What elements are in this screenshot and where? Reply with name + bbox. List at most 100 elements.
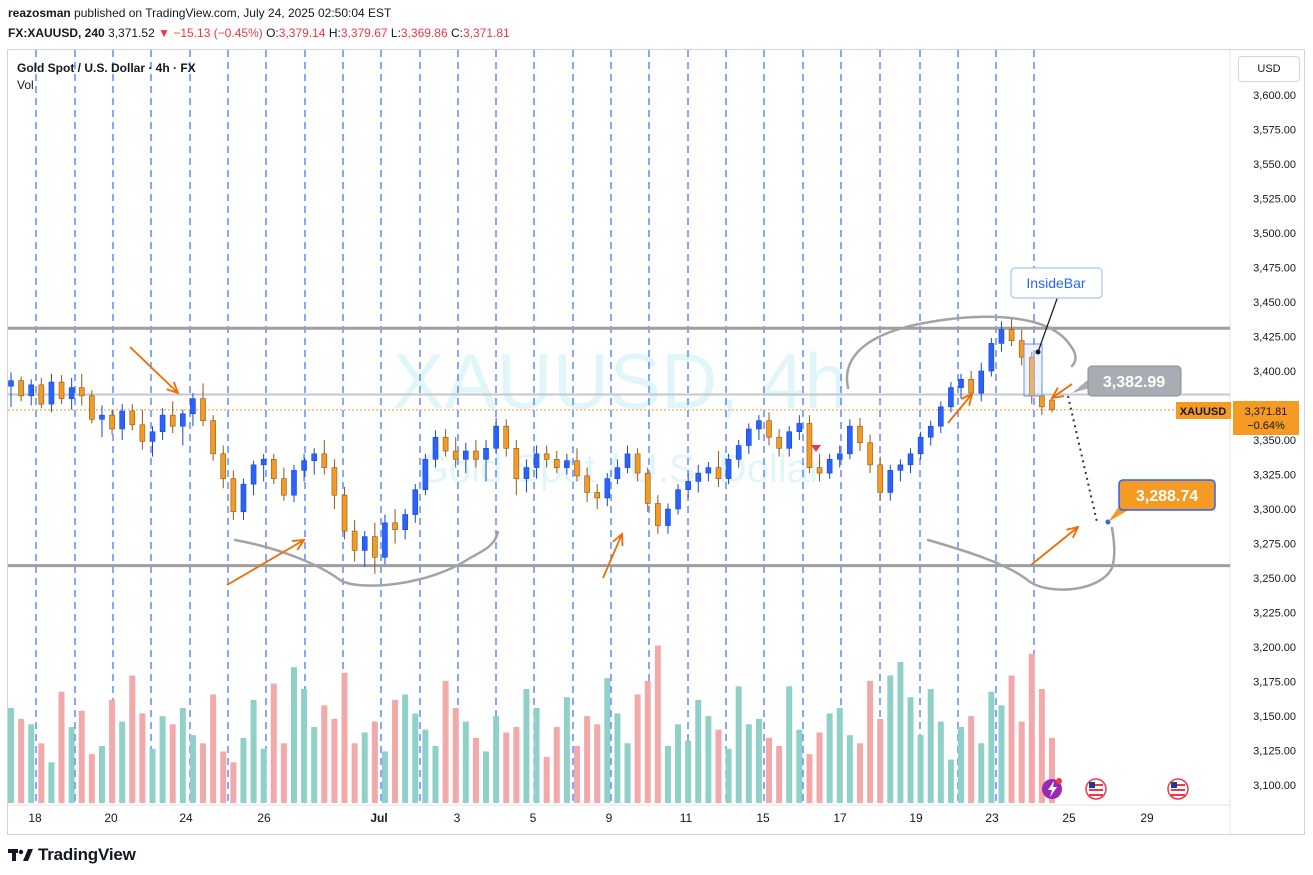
candle-body bbox=[311, 453, 318, 461]
price-tick-label: 3,150.00 bbox=[1253, 711, 1296, 723]
volume-bar bbox=[614, 713, 621, 803]
volume-bar bbox=[705, 716, 712, 803]
price-tick-label: 3,450.00 bbox=[1253, 297, 1296, 309]
candle-body bbox=[503, 425, 510, 449]
candle-body bbox=[735, 445, 742, 460]
legend-volume[interactable]: Vol bbox=[17, 78, 34, 92]
symbol-axis-label: XAUUSD bbox=[1180, 406, 1227, 418]
candle-body bbox=[988, 343, 995, 372]
volume-bar bbox=[452, 708, 459, 803]
volume-bar bbox=[48, 762, 55, 803]
candle-body bbox=[796, 423, 803, 433]
volume-bar bbox=[533, 708, 540, 803]
last-price-axis-tag bbox=[1233, 401, 1299, 435]
volume-bar bbox=[856, 743, 863, 803]
volume-bar bbox=[968, 716, 975, 803]
trend-arrow bbox=[602, 532, 624, 579]
volume-bar bbox=[654, 645, 661, 803]
volume-bar bbox=[958, 727, 965, 803]
volume-bar bbox=[381, 751, 388, 803]
candle-body bbox=[564, 460, 570, 468]
author-name[interactable]: reazosman bbox=[8, 6, 71, 20]
price-tick-label: 3,525.00 bbox=[1253, 194, 1296, 206]
price-tick-label: 3,475.00 bbox=[1253, 263, 1296, 275]
volume-bar bbox=[573, 746, 580, 803]
volume-bar bbox=[402, 694, 409, 803]
flag-canton-icon bbox=[1089, 782, 1095, 788]
candle-body bbox=[483, 447, 489, 460]
candle-body bbox=[38, 384, 45, 405]
candle-body bbox=[1018, 340, 1025, 358]
lightning-glyph-icon bbox=[1048, 781, 1057, 797]
candle-body bbox=[634, 453, 641, 474]
time-tick-label: 24 bbox=[179, 811, 193, 825]
volume-bar bbox=[129, 675, 136, 803]
flag-stripe-icon bbox=[1089, 789, 1103, 791]
candle-body bbox=[695, 472, 702, 482]
candle-body bbox=[402, 514, 408, 531]
volume-bar bbox=[230, 762, 237, 803]
volume-bar bbox=[604, 678, 611, 803]
candle-body bbox=[351, 530, 358, 551]
volume-bar bbox=[432, 746, 439, 803]
candle-body bbox=[109, 414, 115, 430]
volume-bar bbox=[1038, 689, 1045, 803]
candle-body bbox=[1008, 329, 1015, 341]
hand-drawn-curve-bottom-right bbox=[926, 526, 1116, 591]
volume-bar bbox=[1008, 675, 1015, 803]
price-tick-label: 3,500.00 bbox=[1253, 228, 1296, 240]
volume-bar bbox=[685, 740, 692, 803]
volume-bar bbox=[290, 667, 297, 803]
chart-frame bbox=[7, 49, 1305, 835]
price-tick-label: 3,175.00 bbox=[1253, 677, 1296, 689]
candle-body bbox=[725, 459, 732, 479]
candle-body bbox=[533, 453, 540, 468]
volume-bar bbox=[38, 743, 45, 803]
hand-drawn-curve-bottom-left bbox=[233, 530, 500, 587]
time-tick-label: 3 bbox=[454, 811, 461, 825]
candle-body bbox=[897, 464, 904, 471]
trend-arrow bbox=[947, 392, 974, 424]
candle-body bbox=[210, 420, 216, 455]
trend-arrow bbox=[226, 538, 306, 586]
volume-bar bbox=[422, 729, 429, 803]
volume-bar bbox=[1049, 737, 1055, 803]
legend-title[interactable]: Gold Spot / U.S. Dollar · 4h · FX bbox=[17, 61, 196, 75]
volume-bar bbox=[937, 721, 944, 803]
flag-canton-icon bbox=[1171, 782, 1177, 788]
arrow-head bbox=[960, 392, 974, 406]
candle-body bbox=[190, 398, 196, 415]
time-tick-label: 17 bbox=[833, 811, 847, 825]
price-tick-label: 3,100.00 bbox=[1253, 780, 1296, 792]
candle-body bbox=[766, 420, 772, 438]
low-value: 3,369.86 bbox=[400, 26, 448, 40]
candle-body bbox=[887, 470, 894, 493]
volume-bar bbox=[846, 735, 853, 803]
candle-body bbox=[705, 467, 712, 474]
candle-body bbox=[301, 460, 307, 471]
arrow-shaft bbox=[1051, 383, 1073, 399]
volume-bar bbox=[331, 718, 338, 803]
volume-bar bbox=[998, 705, 1005, 803]
arrow-head bbox=[291, 538, 306, 551]
currency-button[interactable]: USD bbox=[1238, 56, 1300, 82]
candle-body bbox=[624, 453, 631, 468]
arrow-shaft bbox=[947, 393, 973, 424]
volume-bar bbox=[867, 680, 874, 803]
candle-body bbox=[553, 459, 560, 468]
upper-callout-label: 3,382.99 bbox=[1103, 374, 1165, 391]
candle-body bbox=[938, 406, 944, 427]
price-tick-label: 3,400.00 bbox=[1253, 366, 1296, 378]
candle-body bbox=[745, 428, 752, 446]
volume-bar bbox=[88, 754, 95, 803]
volume-bar bbox=[169, 724, 176, 803]
candle-body bbox=[665, 508, 671, 526]
high-value: 3,379.67 bbox=[340, 26, 388, 40]
volume-bar bbox=[877, 718, 884, 803]
volume-bar bbox=[786, 686, 793, 803]
volume-bar bbox=[634, 694, 641, 803]
flag-stripe-icon bbox=[1171, 794, 1185, 796]
candle-body bbox=[1049, 399, 1055, 410]
volume-bar bbox=[543, 756, 550, 803]
